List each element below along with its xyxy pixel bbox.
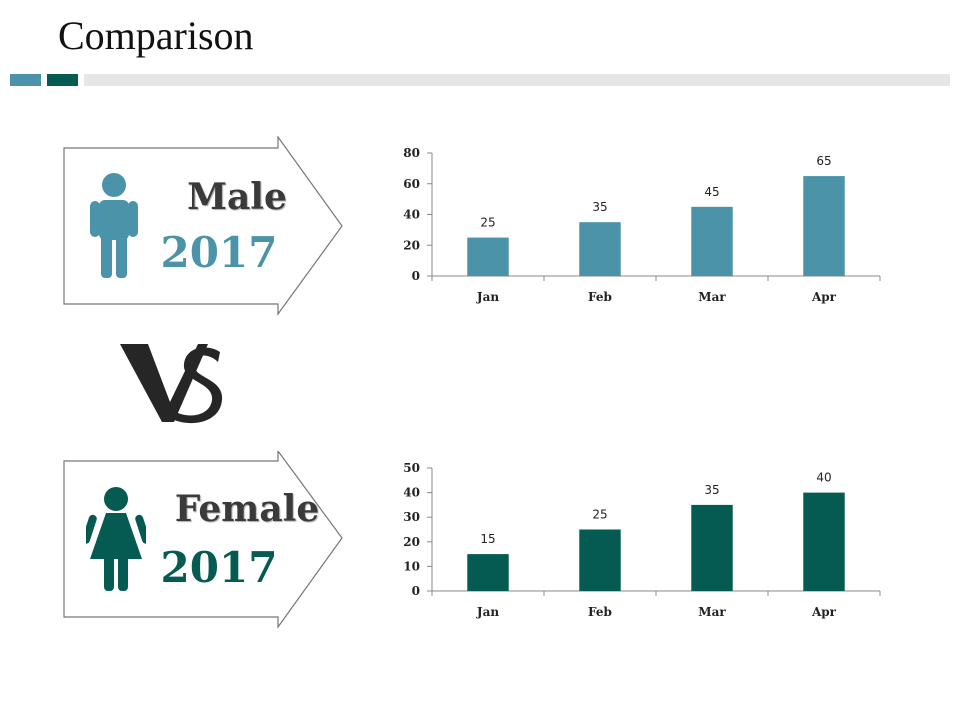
female-bar-apr: [803, 492, 845, 591]
female-bar-chart: 0 10 20 30 40 50 15 Jan 25 Feb 35 Mar 40 Apr: [390, 455, 900, 625]
male-arrow-card: Male 2017: [62, 136, 346, 316]
female-y-tick-label: 30: [403, 510, 420, 524]
female-chart-svg: 0 10 20 30 40 50 15 Jan 25 Feb 35 Mar 40 Apr: [403, 461, 881, 619]
male-x-tick-label-jan: Jan: [476, 290, 499, 304]
female-y-tick-label: 0: [412, 584, 420, 598]
female-y-tick-label: 10: [403, 559, 420, 573]
male-bar-chart: 0 20 40 60 80 25 Jan 35 Feb 45 Mar 65 Apr: [390, 140, 900, 310]
title-rule: [84, 74, 950, 86]
male-y-tick-label: 0: [412, 269, 420, 283]
female-x-tick-label-apr: Apr: [811, 605, 837, 619]
female-x-tick-label-mar: Mar: [698, 605, 726, 619]
male-data-label-mar: 45: [704, 185, 719, 199]
page-title: Comparison: [58, 13, 254, 58]
female-arrow-card: Female 2017: [62, 451, 346, 631]
female-y-tick-label: 40: [403, 486, 420, 500]
female-bar-mar: [691, 504, 733, 591]
male-chart-svg: 0 20 40 60 80 25 Jan 35 Feb 45 Mar 65 Apr: [403, 146, 881, 304]
male-data-label-apr: 65: [816, 154, 831, 168]
male-x-tick-label-apr: Apr: [811, 290, 837, 304]
male-x-tick-label-mar: Mar: [698, 290, 726, 304]
female-x-tick-label-feb: Feb: [588, 605, 612, 619]
male-data-label-feb: 35: [592, 200, 607, 214]
male-y-tick-label: 20: [403, 238, 420, 252]
female-bar-jan: [467, 554, 509, 591]
male-label: Male: [187, 176, 287, 218]
accent-block-teal: [10, 74, 41, 86]
male-person-icon: [90, 173, 138, 278]
male-bar-apr: [803, 176, 845, 276]
female-data-label-mar: 35: [704, 483, 719, 497]
female-data-label-feb: 25: [592, 508, 607, 522]
male-y-tick-label: 80: [403, 146, 420, 160]
vs-icon: VS: [120, 344, 223, 424]
female-data-label-apr: 40: [816, 471, 831, 485]
female-bar-feb: [579, 529, 621, 591]
female-x-tick-label-jan: Jan: [476, 605, 499, 619]
arrow-shape: [63, 451, 343, 629]
accent-block-dark: [47, 74, 78, 86]
male-bar-jan: [467, 237, 509, 276]
male-x-tick-label-feb: Feb: [588, 290, 612, 304]
female-data-label-jan: 15: [480, 532, 495, 546]
arrow-shape: [63, 136, 343, 316]
female-label: Female: [174, 488, 320, 530]
male-data-label-jan: 25: [480, 216, 495, 230]
female-person-icon: [86, 487, 146, 591]
male-y-tick-label: 40: [403, 208, 420, 222]
male-bar-mar: [691, 206, 733, 276]
male-y-tick-label: 60: [403, 177, 420, 191]
male-year: 2017: [160, 228, 278, 277]
female-y-tick-label: 20: [403, 535, 420, 549]
female-year: 2017: [160, 543, 278, 592]
male-bar-feb: [579, 222, 621, 276]
female-y-tick-label: 50: [403, 461, 420, 475]
